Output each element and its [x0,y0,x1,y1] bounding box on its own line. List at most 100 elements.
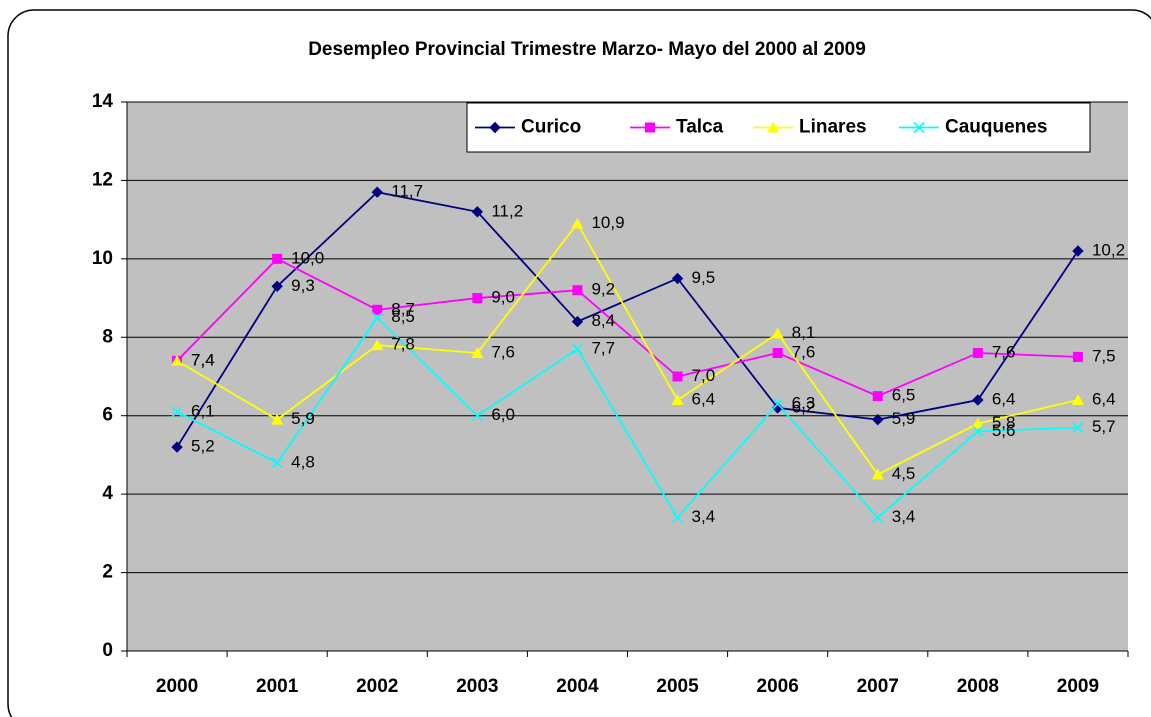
point [371,186,383,198]
point [372,304,383,315]
point [271,457,283,469]
point [671,394,684,406]
point [872,512,884,524]
y-tick-label: 8 [102,326,113,347]
data-label: 7,8 [391,335,415,354]
data-label: 5,2 [191,437,215,456]
data-label: 8,5 [391,307,415,326]
x-tick-label: 2005 [656,676,699,697]
y-tick-label: 14 [92,91,114,112]
x-tick-label: 2001 [256,676,299,697]
data-label: 6,4 [992,390,1016,409]
data-label: 11,7 [391,182,423,201]
point [472,293,483,304]
data-label: 3,4 [692,507,716,526]
data-label: 6,3 [792,393,816,412]
point [171,441,183,453]
point [471,206,484,218]
point [471,346,484,358]
data-label: 4,5 [892,464,916,483]
data-label: 7,6 [491,342,515,361]
point [272,253,283,264]
point [671,272,684,285]
data-label: 6,4 [692,390,716,409]
point [471,410,483,422]
legend-label: Cauquenes [945,117,1047,138]
data-label: 11,2 [491,201,523,220]
data-label: 4,8 [291,452,315,471]
point [371,312,383,324]
data-label: 9,3 [291,276,315,295]
data-label: 9,0 [491,288,515,307]
point [572,285,583,296]
point [489,121,501,134]
x-tick-label: 2009 [1057,676,1099,697]
series-line [176,316,1078,520]
data-label: 7,4 [191,350,215,369]
point [1072,351,1083,362]
point [671,512,684,524]
data-label: 7,6 [792,342,816,361]
data-label: 8,1 [792,323,816,342]
data-label: 7,4 [191,350,215,369]
point [913,121,925,134]
point [1072,421,1084,434]
data-label: 5,6 [992,421,1016,440]
data-label: 8,4 [591,311,615,330]
point [772,347,783,358]
data-label: 5,8 [992,413,1016,432]
series-line [176,257,1078,398]
point [771,327,784,339]
point [571,343,584,355]
x-tick-label: 2006 [757,676,799,697]
legend-label: Linares [799,117,867,138]
point [645,122,655,133]
point [371,339,384,351]
x-tick-label: 2004 [556,676,599,697]
point [767,121,779,133]
point [271,280,283,293]
data-label: 10,0 [291,248,324,267]
point [672,371,683,382]
x-tick-label: 2003 [456,676,498,697]
point [171,354,184,366]
data-label: 10,2 [1092,240,1125,259]
legend-label: Talca [676,117,724,138]
chart-title: Desempleo Provincial Trimestre Marzo- Ma… [308,39,866,60]
point [772,398,784,410]
data-label: 8,7 [391,299,415,318]
point [1072,245,1084,257]
data-label: 6,0 [491,405,515,424]
point [571,315,584,328]
point [971,417,984,429]
y-tick-label: 12 [92,169,113,190]
point [972,347,983,358]
series-line [176,191,1079,448]
data-label: 9,5 [692,268,716,287]
point [171,406,183,418]
legend-label: Curico [521,117,581,138]
x-tick-label: 2000 [156,676,198,697]
data-label: 5,9 [892,409,916,428]
y-tick-label: 10 [92,248,113,269]
point [271,413,284,425]
y-tick-label: 6 [102,405,113,426]
point [972,425,984,437]
data-label: 7,6 [992,342,1016,361]
data-label: 6,4 [1092,390,1116,409]
point [871,468,884,480]
data-label: 6,5 [892,386,916,405]
data-label: 7,0 [692,366,716,385]
data-label: 9,2 [591,280,615,299]
point [872,391,883,402]
data-label: 6,1 [191,401,215,420]
data-label: 6,2 [792,397,816,416]
data-label: 10,9 [591,213,624,232]
data-label: 7,5 [1092,346,1116,365]
data-label: 7,7 [591,339,615,358]
data-label: 5,9 [291,409,315,428]
x-tick-label: 2008 [957,676,999,697]
point [972,394,984,406]
y-tick-label: 2 [102,562,113,583]
